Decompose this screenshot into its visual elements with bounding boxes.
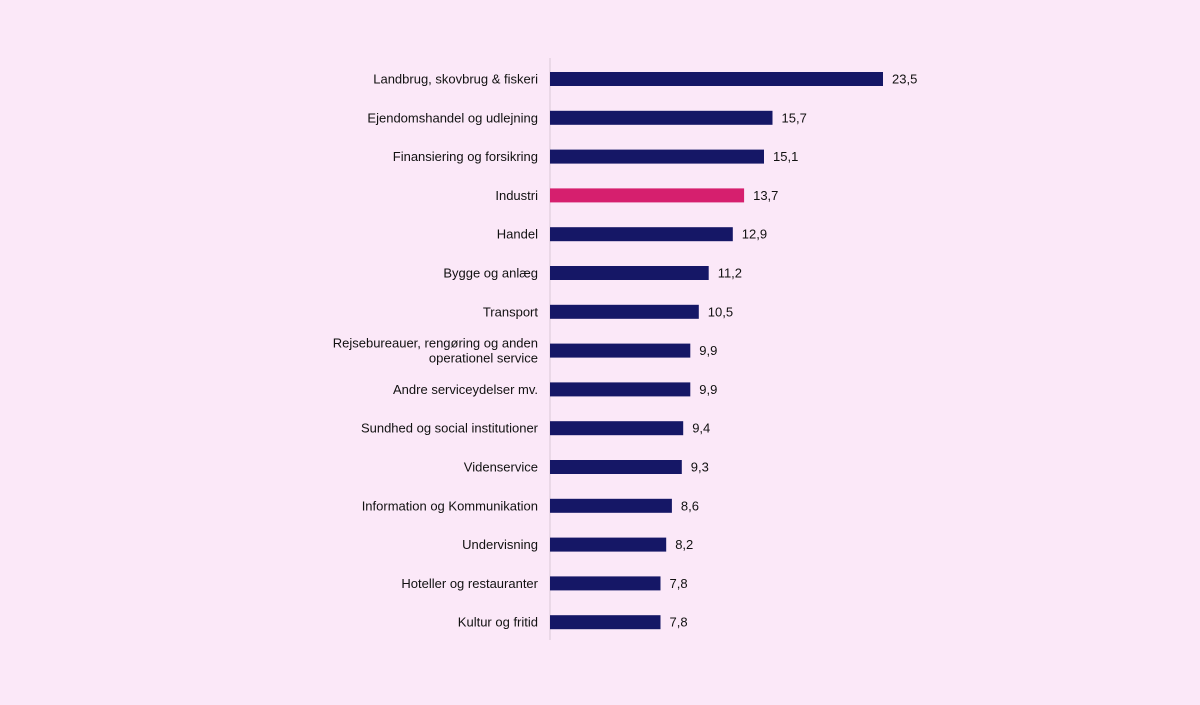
category-label: Hoteller og restauranter	[401, 576, 538, 591]
value-label: 7,8	[670, 615, 688, 630]
bar	[550, 149, 764, 164]
category-label-line: Hoteller og restauranter	[401, 576, 538, 591]
category-label-line: Transport	[483, 304, 539, 319]
category-label-line: Sundhed og social institutioner	[361, 421, 539, 436]
value-label: 12,9	[742, 227, 767, 242]
bar	[550, 421, 684, 436]
category-label: Finansiering og forsikring	[393, 149, 538, 164]
category-label: Industri	[495, 188, 538, 203]
value-label: 8,2	[675, 537, 693, 552]
category-label-line: Landbrug, skovbrug & fiskeri	[373, 72, 538, 87]
category-label-line: operationel service	[429, 351, 538, 366]
category-label: Undervisning	[462, 537, 538, 552]
value-label: 9,9	[699, 382, 717, 397]
category-label-line: Undervisning	[462, 537, 538, 552]
bar	[550, 72, 883, 86]
category-label-line: Finansiering og forsikring	[393, 149, 538, 164]
category-label: Rejsebureauer, rengøring og anden operati…	[333, 336, 538, 366]
bar	[550, 576, 661, 591]
bar	[550, 227, 733, 242]
value-label: 9,3	[691, 460, 709, 475]
value-label: 11,2	[718, 266, 742, 281]
category-label: Kultur og fritid	[458, 615, 538, 630]
category-label: Landbrug, skovbrug & fiskeri	[373, 72, 538, 87]
value-label: 13,7	[753, 188, 778, 203]
bar	[550, 110, 773, 125]
bar	[550, 615, 661, 630]
value-label: 9,9	[699, 343, 717, 358]
category-label: Sundhed og social institutioner	[361, 421, 539, 436]
value-label: 23,5	[892, 72, 917, 87]
bar	[550, 498, 672, 513]
value-label: 8,6	[681, 498, 699, 513]
bar	[550, 382, 691, 397]
bar	[550, 537, 667, 552]
bar-highlighted	[550, 188, 745, 203]
category-label-line: Industri	[495, 188, 538, 203]
bar	[550, 343, 691, 358]
category-label-line: Videnservice	[464, 460, 538, 475]
bar	[550, 460, 682, 474]
category-label: Information og Kommunikation	[362, 498, 538, 513]
category-label: Andre serviceydelser mv.	[393, 382, 538, 397]
category-label: Bygge og anlæg	[443, 266, 538, 281]
value-label: 9,4	[692, 421, 710, 436]
bar	[550, 266, 709, 280]
category-label-line: Handel	[497, 227, 538, 242]
category-label-line: Bygge og anlæg	[443, 266, 538, 281]
category-label: Videnservice	[464, 460, 538, 475]
category-label: Handel	[497, 227, 538, 242]
bar	[550, 304, 699, 319]
category-label-line: Andre serviceydelser mv.	[393, 382, 538, 397]
category-label: Transport	[483, 304, 539, 319]
value-label: 10,5	[708, 304, 733, 319]
category-label: Ejendomshandel og udlejning	[367, 110, 538, 125]
value-label: 15,1	[773, 149, 798, 164]
category-label-line: Ejendomshandel og udlejning	[367, 110, 538, 125]
category-label-line: Kultur og fritid	[458, 615, 538, 630]
category-label-line: Information og Kommunikation	[362, 498, 538, 513]
category-label-line: Rejsebureauer, rengøring og anden	[333, 336, 538, 351]
value-label: 15,7	[782, 110, 807, 125]
value-label: 7,8	[670, 576, 688, 591]
